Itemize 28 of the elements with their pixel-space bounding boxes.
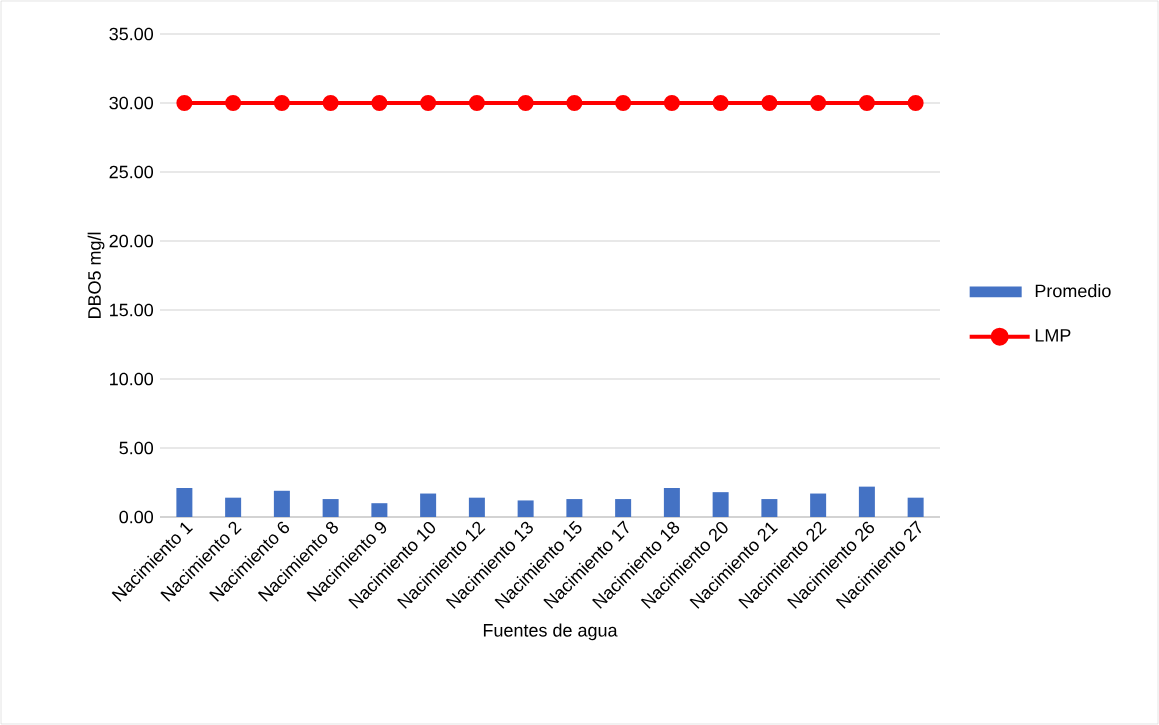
bar (517, 500, 534, 517)
y-tick-label: 25.00 (109, 165, 154, 179)
y-tick-label: 20.00 (109, 234, 154, 248)
bar (468, 497, 485, 517)
y-tick-label: 35.00 (109, 27, 154, 41)
y-tick-label: 10.00 (110, 372, 154, 386)
bar (663, 488, 680, 517)
bar (712, 492, 729, 517)
bar (858, 486, 875, 517)
y-tick-label: 30.00 (109, 96, 154, 110)
y-axis-title: DBO5 mg/l (87, 232, 105, 319)
y-tick-label: 0.00 (119, 510, 154, 524)
bar (176, 488, 193, 517)
bar (225, 497, 242, 517)
legend-label: Promedio (1035, 284, 1111, 298)
bar (810, 493, 827, 517)
x-axis-title: Fuentes de agua (483, 623, 618, 641)
bar (322, 499, 339, 517)
bar (761, 499, 778, 517)
y-tick-label: 5.00 (119, 441, 154, 455)
bar (566, 499, 583, 517)
bar (420, 493, 437, 517)
legend-label: LMP (1035, 329, 1071, 342)
bar (371, 503, 388, 517)
y-tick-label: 15.00 (110, 303, 154, 317)
bar (615, 499, 632, 517)
bar (273, 490, 290, 517)
bar (907, 497, 924, 517)
